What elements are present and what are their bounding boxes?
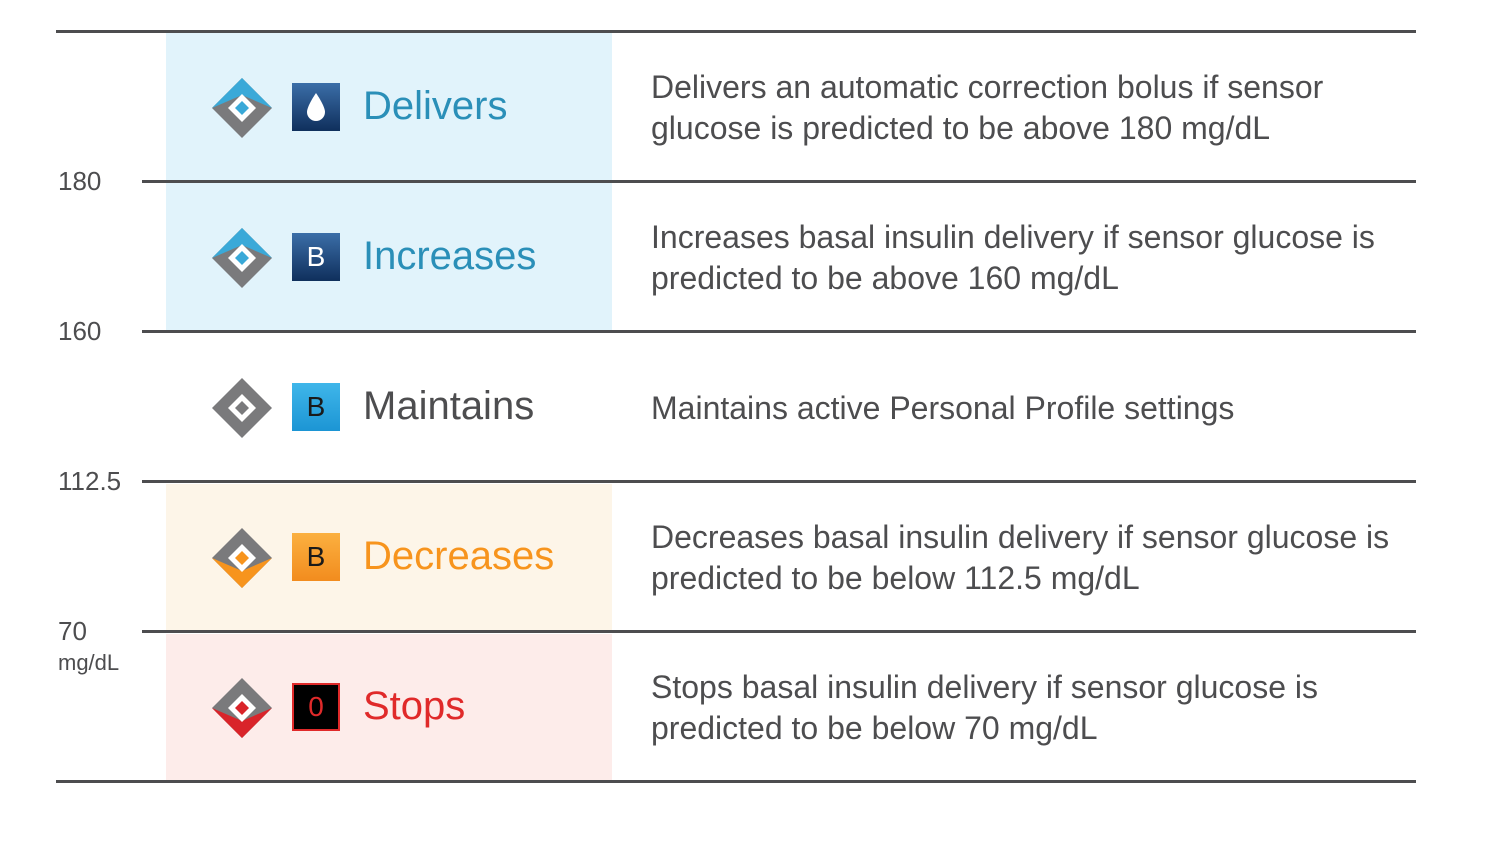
row-decreases: B Decreases Decreases basal insulin deli…: [0, 483, 1500, 633]
tick-label-160: 160: [58, 316, 102, 346]
diamond-up-icon: [212, 228, 272, 288]
drop-icon: [292, 83, 340, 131]
tick-label-180: 180: [58, 166, 102, 196]
row-description: Maintains active Personal Profile settin…: [651, 390, 1235, 426]
diamond-down-icon: [212, 528, 272, 588]
action-label: Stops: [363, 684, 466, 728]
bottom-divider: [56, 780, 1416, 783]
divider-112-5: [142, 480, 1416, 483]
row-description: Decreases basal insulin delivery if sens…: [651, 519, 1390, 596]
divider-70: [142, 630, 1416, 633]
diamond-down-icon: [212, 678, 272, 738]
axis-unit-label: mg/dL: [58, 650, 120, 675]
diamond-neutral-icon: [212, 378, 272, 438]
stop-badge: 0: [292, 683, 340, 731]
row-description: Stops basal insulin delivery if sensor g…: [651, 669, 1318, 746]
divider-160: [142, 330, 1416, 333]
action-label: Increases: [363, 234, 537, 278]
row-delivers: Delivers Delivers an automatic correctio…: [0, 33, 1500, 183]
basal-badge: B: [292, 233, 340, 281]
row-stops: 0 Stops Stops basal insulin delivery if …: [0, 633, 1500, 783]
tick-label-70: 70: [58, 616, 87, 646]
top-divider: [56, 30, 1416, 33]
diamond-up-icon: [212, 78, 272, 138]
row-increases: B Increases Increases basal insulin deli…: [0, 183, 1500, 333]
action-label: Delivers: [363, 84, 508, 128]
action-label: Decreases: [363, 534, 555, 578]
tick-label-112-5: 112.5: [58, 466, 122, 496]
row-description: Delivers an automatic correction bolus i…: [651, 69, 1324, 146]
row-maintains: B Maintains Maintains active Personal Pr…: [0, 333, 1500, 483]
action-label: Maintains: [363, 384, 535, 428]
basal-badge: B: [292, 533, 340, 581]
row-description: Increases basal insulin delivery if sens…: [651, 219, 1375, 296]
divider-180: [142, 180, 1416, 183]
basal-badge: B: [292, 383, 340, 431]
